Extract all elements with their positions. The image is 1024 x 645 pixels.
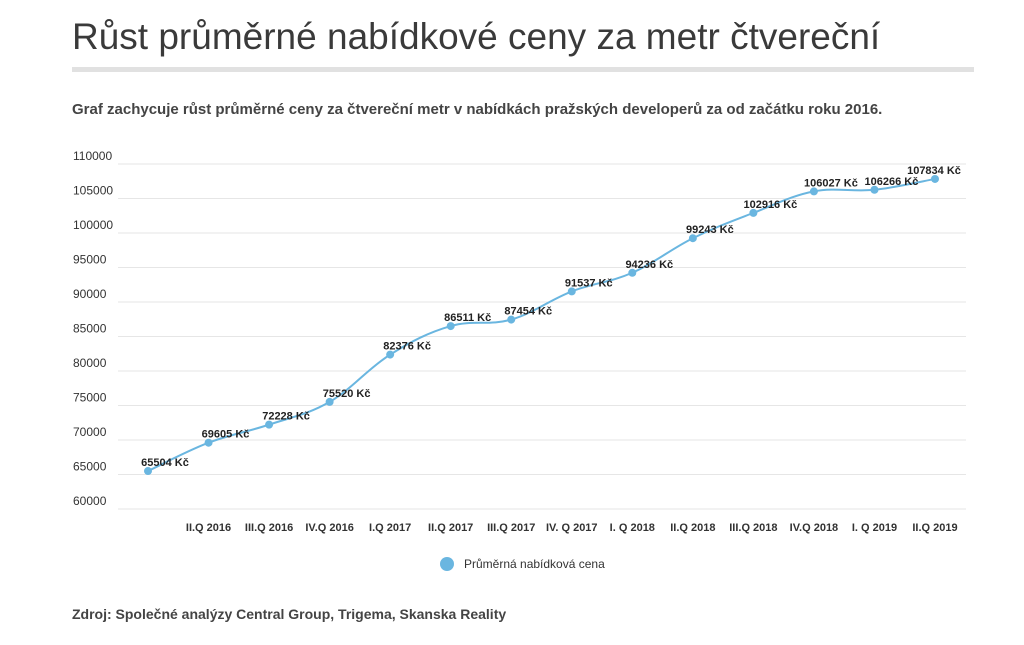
x-tick-label: I. Q 2019 [852, 522, 897, 534]
page-title: Růst průměrné nabídkové ceny za metr čtv… [72, 16, 881, 57]
x-tick-label: III.Q 2018 [729, 522, 777, 534]
series-line [147, 177, 936, 472]
data-point [386, 350, 395, 359]
y-tick-label: 75000 [73, 391, 107, 405]
data-label: 99243 Kč [686, 224, 734, 236]
x-tick-label: IV.Q 2018 [790, 522, 839, 534]
y-tick-label: 85000 [73, 322, 107, 336]
data-label: 75520 Kč [323, 388, 371, 400]
data-point [628, 268, 637, 277]
y-tick-label: 100000 [73, 218, 113, 232]
x-tick-label: III.Q 2016 [245, 522, 293, 534]
data-label: 91537 Kč [565, 277, 613, 289]
data-label: 94236 Kč [625, 259, 673, 271]
y-tick-label: 110000 [73, 149, 112, 163]
data-label: 82376 Kč [383, 341, 431, 353]
x-tick-label: IV. Q 2017 [546, 522, 598, 534]
title-divider [72, 67, 974, 72]
data-point [325, 397, 334, 406]
legend-label: Průměrná nabídková cena [464, 557, 605, 571]
y-tick-label: 80000 [73, 356, 107, 370]
y-tick-label: 95000 [73, 253, 107, 267]
y-tick-label: 105000 [73, 184, 113, 198]
data-label: 69605 Kč [202, 429, 250, 441]
data-label: 86511 Kč [444, 312, 491, 324]
data-label: 72228 Kč [262, 411, 310, 423]
data-label: 107834 Kč [907, 165, 961, 177]
data-label: 102916 Kč [743, 199, 797, 211]
data-point [749, 208, 758, 217]
y-tick-label: 65000 [73, 460, 107, 474]
data-label: 65504 Kč [141, 457, 189, 469]
x-tick-label: II.Q 2017 [428, 522, 473, 534]
data-point [688, 234, 697, 243]
data-point [567, 287, 576, 296]
x-tick-label: II.Q 2016 [186, 522, 231, 534]
y-tick-label: 90000 [73, 287, 107, 301]
data-point [446, 322, 455, 331]
source-note: Zdroj: Společné analýzy Central Group, T… [72, 606, 507, 622]
x-tick-label: II.Q 2019 [912, 522, 957, 534]
data-point [265, 420, 274, 429]
y-tick-label: 60000 [73, 494, 107, 508]
y-tick-label: 70000 [73, 425, 107, 439]
data-label: 87454 Kč [504, 306, 552, 318]
data-point [809, 187, 818, 196]
x-tick-label: IV.Q 2016 [305, 522, 354, 534]
data-point [870, 185, 879, 194]
data-point [931, 174, 939, 183]
data-label: 106266 Kč [865, 176, 919, 188]
chart-subtitle: Graf zachycuje růst průměrné ceny za čtv… [72, 101, 883, 118]
x-tick-label: II.Q 2018 [670, 522, 715, 534]
legend-marker-icon [440, 557, 454, 571]
data-point [204, 438, 213, 447]
data-label: 106027 Kč [804, 177, 858, 189]
chart-legend[interactable]: Průměrná nabídková cena [440, 557, 605, 571]
data-point [144, 467, 152, 476]
x-tick-label: III.Q 2017 [487, 522, 535, 534]
x-tick-label: I.Q 2017 [369, 522, 411, 534]
data-point [507, 315, 516, 324]
x-tick-label: I. Q 2018 [610, 522, 655, 534]
